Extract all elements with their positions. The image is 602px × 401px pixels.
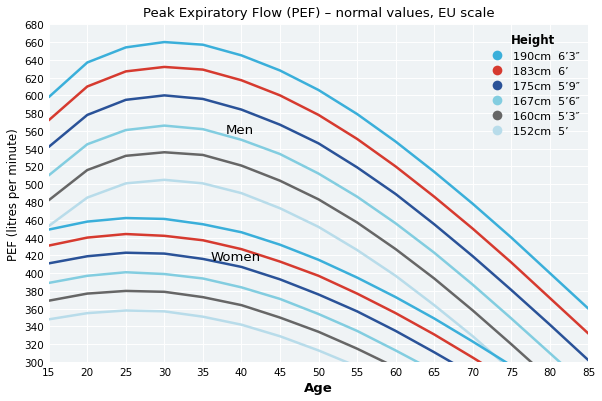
Y-axis label: PEF (litres per minute): PEF (litres per minute) <box>7 128 20 260</box>
Title: Peak Expiratory Flow (PEF) – normal values, EU scale: Peak Expiratory Flow (PEF) – normal valu… <box>143 7 494 20</box>
Legend: 190cm  6’3″, 183cm  6’, 175cm  5’9″, 167cm  5’6″, 160cm  5’3″, 152cm  5’: 190cm 6’3″, 183cm 6’, 175cm 5’9″, 167cm … <box>483 31 583 140</box>
Text: Men: Men <box>226 124 254 136</box>
X-axis label: Age: Age <box>304 381 333 394</box>
Text: Women: Women <box>211 250 261 263</box>
